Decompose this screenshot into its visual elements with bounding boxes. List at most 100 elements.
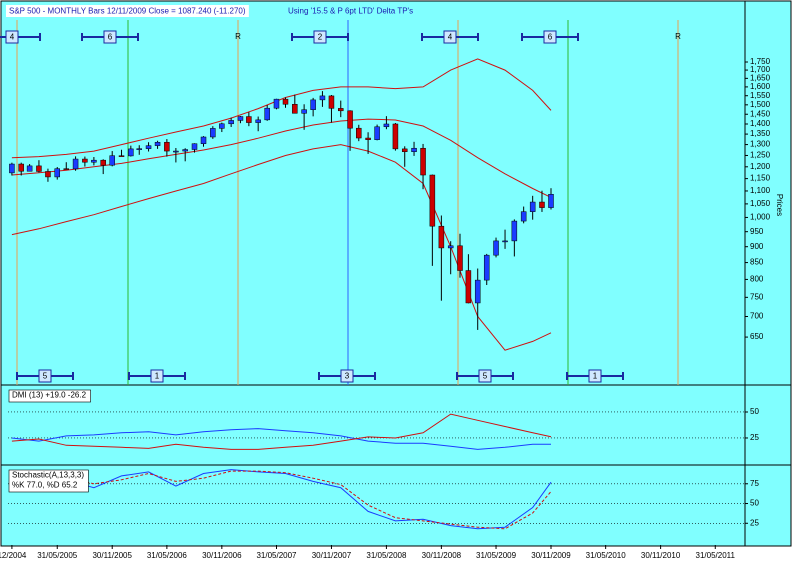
series-line xyxy=(11,413,552,450)
candle-body xyxy=(520,211,527,222)
candle-body xyxy=(164,141,170,152)
y-tick-label: 1,650 xyxy=(750,73,771,82)
x-tick-label: 30/11/2007 xyxy=(312,551,352,560)
x-tick-label: 30/11/2010 xyxy=(641,551,681,560)
y-tick-label: 75 xyxy=(750,479,759,488)
cycle-box xyxy=(588,369,602,383)
cycle-box xyxy=(313,30,327,44)
cycle-label: 4 xyxy=(10,33,15,42)
candle-body xyxy=(383,123,390,128)
candle-body xyxy=(210,128,216,138)
candle-body xyxy=(255,119,261,123)
cycle-label: 1 xyxy=(155,372,160,381)
candle-body xyxy=(548,194,554,208)
candle-body xyxy=(54,168,61,178)
legend-text: Stochastic(A,13,3,3) xyxy=(12,471,84,480)
candle-body xyxy=(365,137,371,140)
cycle-box xyxy=(478,369,492,383)
x-tick-label: 31/05/2005 xyxy=(37,551,78,560)
candle-body xyxy=(457,245,463,271)
cycle-box xyxy=(150,369,164,383)
cycle-label: 4 xyxy=(448,33,453,42)
x-tick-label: 31/05/2009 xyxy=(476,551,517,560)
candle-body xyxy=(136,148,142,150)
candle-body xyxy=(328,95,335,109)
chart-subtitle: Using '15.5 & P 6pt LTD' Delta TP's xyxy=(288,7,413,16)
candle-body xyxy=(9,163,15,174)
candle-body xyxy=(438,225,445,249)
candle-body xyxy=(26,165,33,172)
candle-body xyxy=(347,110,353,129)
candle-body xyxy=(228,120,234,125)
candle-body xyxy=(374,126,380,140)
candle-body xyxy=(200,136,207,144)
x-tick-label: 30/11/2008 xyxy=(422,551,462,560)
y-tick-label: 25 xyxy=(750,518,759,527)
cycle-label: R xyxy=(675,32,681,41)
candle-body xyxy=(118,155,125,157)
legend-background xyxy=(8,389,91,403)
legend-text: DMI (13) +19.0 -26.2 xyxy=(12,391,87,400)
cycle-box xyxy=(103,30,117,44)
y-tick-label: 850 xyxy=(750,258,764,267)
y-tick-label: 800 xyxy=(750,275,764,284)
candle-body xyxy=(539,201,545,208)
y-tick-label: 1,000 xyxy=(750,213,771,222)
y-tick-label: 25 xyxy=(750,433,759,442)
x-tick-label: 31/05/2010 xyxy=(586,551,627,560)
cycle-box xyxy=(340,369,354,383)
series-line xyxy=(11,470,552,530)
cycle-box xyxy=(5,30,19,44)
candle-body xyxy=(447,245,454,249)
title-box xyxy=(6,5,249,17)
candle-body xyxy=(401,148,408,152)
candle-body xyxy=(310,99,316,110)
candle-body xyxy=(420,147,426,176)
candle-body xyxy=(474,279,481,304)
y-tick-label: 1,100 xyxy=(750,186,771,195)
candle-body xyxy=(91,159,97,163)
y-tick-label: 1,350 xyxy=(750,129,771,138)
y-tick-label: 1,450 xyxy=(750,109,771,118)
x-tick-label: 30/11/2009 xyxy=(531,551,571,560)
y-tick-label: 50 xyxy=(750,499,759,508)
candle-body xyxy=(465,270,472,304)
x-tick-label: 30/11/2006 xyxy=(202,551,242,560)
series-line xyxy=(11,58,552,159)
y-tick-label: 1,750 xyxy=(750,57,771,66)
series-line xyxy=(11,469,552,530)
y-tick-label: 50 xyxy=(750,407,759,416)
series-line xyxy=(11,428,551,450)
candle-body xyxy=(36,165,42,172)
x-tick-label: 31/05/2007 xyxy=(256,551,297,560)
candle-body xyxy=(483,254,490,281)
y-tick-label: 1,300 xyxy=(750,140,771,149)
candle-body xyxy=(100,159,106,166)
y-tick-label: 700 xyxy=(750,312,764,321)
candle-body xyxy=(109,155,115,166)
candle-body xyxy=(411,147,417,152)
y-tick-label: 1,600 xyxy=(750,82,771,91)
x-tick-label: 30/11/2005 xyxy=(92,551,132,560)
y-tick-label: 1,700 xyxy=(750,65,771,74)
candle-body xyxy=(511,220,518,242)
candle-body xyxy=(128,148,134,157)
x-tick-label: 31/05/2008 xyxy=(366,551,407,560)
candle-body xyxy=(301,109,307,114)
candle-body xyxy=(429,174,436,227)
candle-body xyxy=(72,158,79,170)
cycle-box xyxy=(543,30,557,44)
candle-body xyxy=(319,95,326,101)
candle-body xyxy=(292,104,298,114)
candle-body xyxy=(502,240,508,243)
candle-body xyxy=(282,98,289,105)
y-tick-label: 1,250 xyxy=(750,151,771,160)
candle-body xyxy=(392,123,399,150)
y-tick-label: 900 xyxy=(750,242,764,251)
legend-background xyxy=(8,469,89,493)
candle-body xyxy=(182,149,188,152)
cycle-label: 5 xyxy=(43,372,48,381)
candle-body xyxy=(173,150,179,153)
cycle-label: 5 xyxy=(483,372,488,381)
candle-body xyxy=(356,127,362,139)
